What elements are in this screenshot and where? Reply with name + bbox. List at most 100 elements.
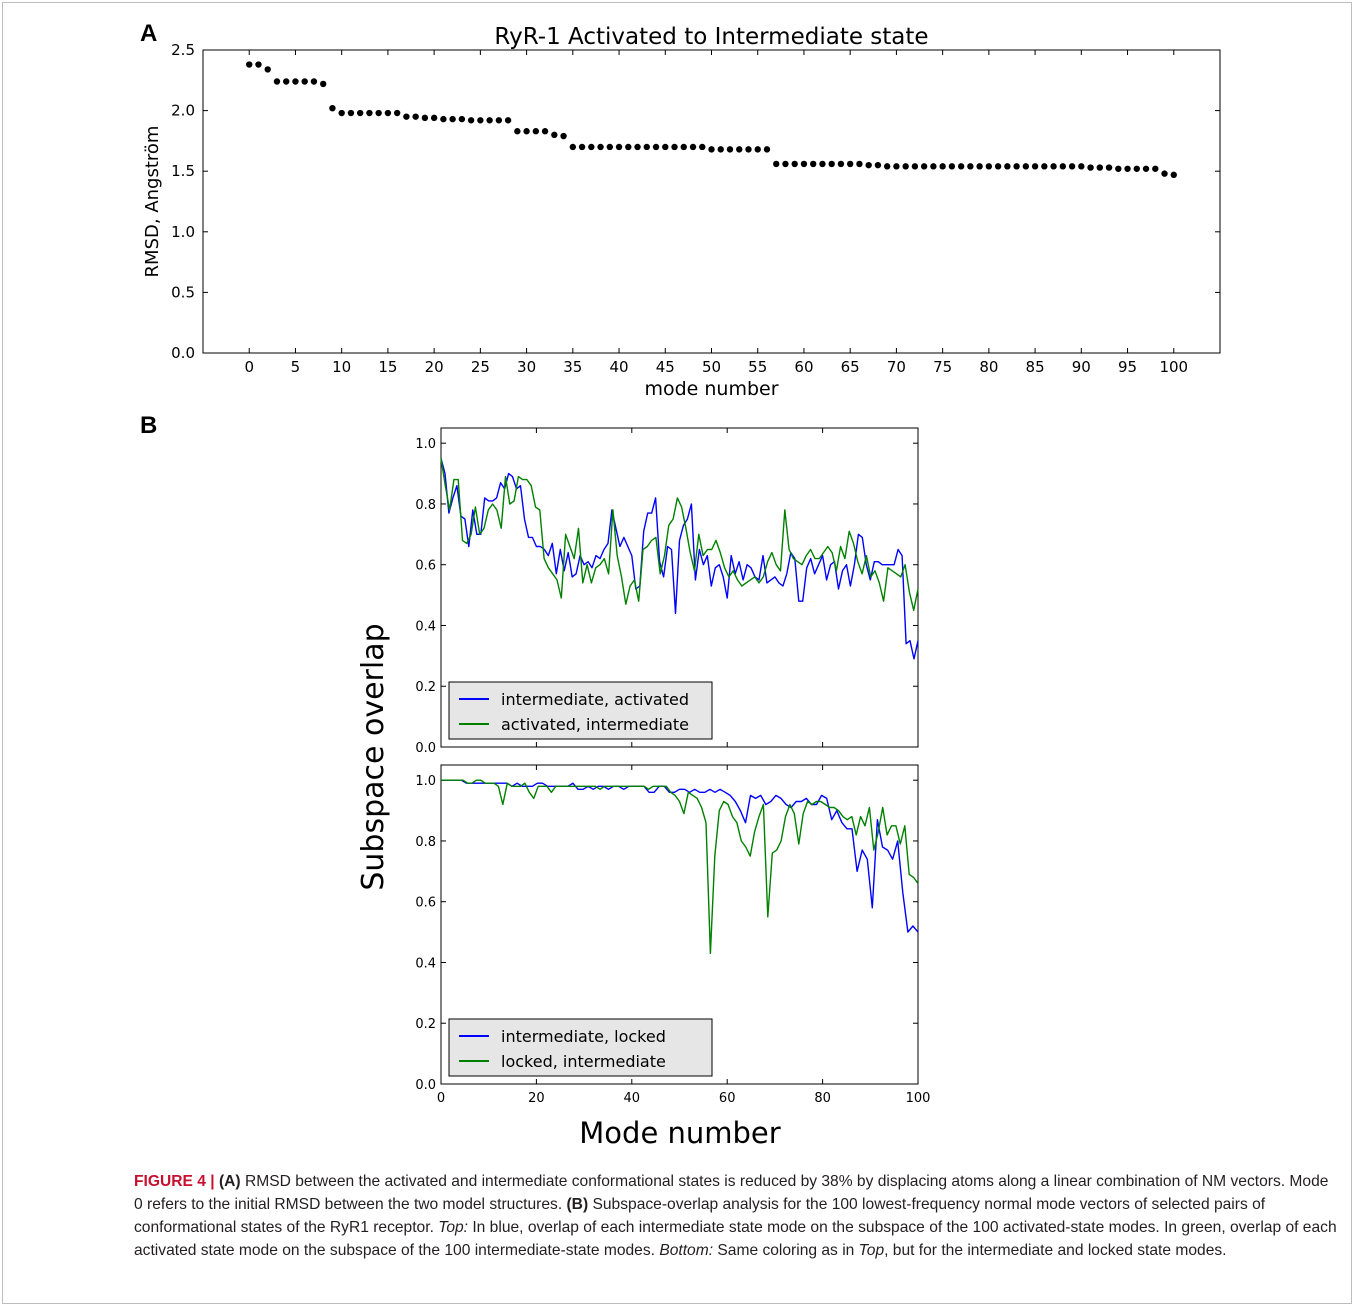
panel-a-data-point xyxy=(292,78,299,85)
panel-a-data-point xyxy=(1041,163,1048,170)
panel-a-x-tick-label: 20 xyxy=(425,358,444,376)
panel-a-x-tick-label: 35 xyxy=(563,358,582,376)
panel-b-bottom-y-tick-label: 0.4 xyxy=(415,956,436,971)
panel-b-y-axis-label: Subspace overlap xyxy=(356,623,391,890)
panel-a-data-point xyxy=(754,146,761,153)
panel-a-x-tick-label: 50 xyxy=(702,358,721,376)
panel-a-x-tick-label: 45 xyxy=(656,358,675,376)
panel-a-data-point xyxy=(440,115,447,123)
panel-a-data-point xyxy=(948,163,956,170)
caption-b-text: Subspace-overlap analysis for the 100 lo… xyxy=(134,1196,1266,1236)
panel-a-data-point xyxy=(477,117,484,124)
panel-a-data-point xyxy=(615,143,623,151)
panel-a-data-point xyxy=(1050,163,1057,170)
panel-a-data-point xyxy=(1078,163,1085,170)
panel-a-x-tick-label: 60 xyxy=(794,358,813,376)
panel-a-data-point xyxy=(523,128,530,135)
panel-a-data-point xyxy=(902,163,909,170)
panel-a-data-point xyxy=(726,146,734,153)
panel-a-data-point xyxy=(883,163,891,170)
panel-a-data-point xyxy=(791,160,798,168)
caption-bottom-tag: Bottom: xyxy=(659,1242,714,1259)
panel-a-title: RyR-1 Activated to Intermediate state xyxy=(494,24,928,50)
panel-a-data-point xyxy=(504,117,512,124)
caption-a-tag: (A) xyxy=(218,1173,241,1190)
panel-a-data-point xyxy=(375,109,382,117)
figure-caption: FIGURE 4 | (A) RMSD between the activate… xyxy=(134,1170,1339,1262)
panel-a-data-point xyxy=(736,146,743,153)
panel-a-data-point xyxy=(856,160,863,168)
panel-a-y-tick-label: 2.5 xyxy=(171,41,195,59)
panel-b-top-series-line-blue xyxy=(440,458,919,660)
panel-b-bottom-y-tick-label: 0.0 xyxy=(415,1078,436,1093)
panel-a-data-point xyxy=(1022,163,1030,170)
panel-a-data-point xyxy=(449,115,456,123)
panel-a-plot-frame xyxy=(202,49,1221,354)
panel-a-y-tick-label: 1.0 xyxy=(171,223,195,241)
panel-a-data-point xyxy=(1105,164,1113,171)
panel-a-data-point xyxy=(264,66,271,73)
panel-a-data-point xyxy=(1115,165,1122,172)
panel-a-label: A xyxy=(140,20,158,47)
panel-a-x-tick-label: 100 xyxy=(1159,358,1188,376)
panel-a-y-tick-label: 1.5 xyxy=(171,162,195,180)
panel-a-data-point xyxy=(745,146,752,153)
panel-a-data-point xyxy=(421,114,429,122)
panel-b-bottom-y-tick-label: 1.0 xyxy=(415,774,436,789)
panel-b-bottom-legend-label: locked, intermediate xyxy=(501,1052,666,1071)
panel-a-data-point xyxy=(819,160,826,168)
panel-a-data-point xyxy=(347,109,355,117)
panel-b-bottom-x-tick-label: 20 xyxy=(528,1091,545,1106)
panel-a-data-point xyxy=(403,113,410,120)
caption-figure-label: FIGURE 4 | xyxy=(134,1173,215,1190)
caption-bottom-text-1: Same coloring as in xyxy=(713,1242,859,1259)
panel-a-data-point xyxy=(810,160,817,168)
panel-a-data-point xyxy=(569,143,577,151)
panel-a-data-point xyxy=(828,160,835,168)
panel-a-data-point xyxy=(967,163,974,170)
panel-a-data-point xyxy=(643,143,650,151)
panel-a-data-point xyxy=(319,80,327,88)
panel-a-x-tick-label: 0 xyxy=(244,358,254,376)
panel-a-data-point xyxy=(1087,164,1094,171)
panel-a-data-point xyxy=(699,143,706,151)
panel-a-x-tick-label: 80 xyxy=(979,358,998,376)
panel-a-data-point xyxy=(1096,164,1104,171)
panel-a-data-point xyxy=(1133,165,1140,172)
panel-a-data-point xyxy=(1170,171,1177,179)
panel-b-bottom-x-tick-label: 0 xyxy=(437,1091,445,1106)
panel-a-x-tick-label: 5 xyxy=(291,358,301,376)
panel-a-x-tick-label: 40 xyxy=(609,358,628,376)
panel-a-data-point xyxy=(1161,170,1168,177)
panel-a-x-tick-label: 15 xyxy=(378,358,397,376)
panel-a-data-point xyxy=(717,146,724,153)
panel-a-data-point xyxy=(384,109,392,117)
panel-a-data-point xyxy=(588,143,595,151)
caption-a-text: RMSD between the activated and intermedi… xyxy=(134,1173,1329,1213)
panel-a-data-point xyxy=(1031,163,1039,170)
panel-a-x-tick-label: 30 xyxy=(517,358,536,376)
panel-a-data-point xyxy=(338,109,345,117)
panel-a-data-point xyxy=(495,117,503,124)
panel-a-data-point xyxy=(1142,165,1150,172)
panel-a-x-tick-label: 75 xyxy=(933,358,952,376)
panel-a-data-point xyxy=(597,143,604,151)
panel-a-data-point xyxy=(652,143,660,151)
panel-b-label: B xyxy=(140,412,158,439)
panel-a-data-point xyxy=(994,163,1002,170)
panel-a-data-point xyxy=(865,161,872,169)
panel-b-top-series-line-green xyxy=(440,458,919,611)
panel-b-bottom-y-tick-label: 0.2 xyxy=(415,1017,436,1032)
panel-a-data-point xyxy=(874,161,882,169)
panel-a-data-point xyxy=(301,78,308,85)
panel-b-bottom-y-tick-label: 0.8 xyxy=(415,835,436,850)
panel-b-top-y-tick-label: 0.8 xyxy=(415,498,436,513)
panel-a-data-point xyxy=(773,160,780,168)
panel-b-x-axis-label: Mode number xyxy=(579,1116,780,1150)
panel-a-data-point xyxy=(634,143,641,151)
panel-a-data-point xyxy=(671,143,678,151)
panel-a-data-point xyxy=(1152,165,1159,172)
panel-a-y-tick-label: 0.0 xyxy=(171,344,195,362)
